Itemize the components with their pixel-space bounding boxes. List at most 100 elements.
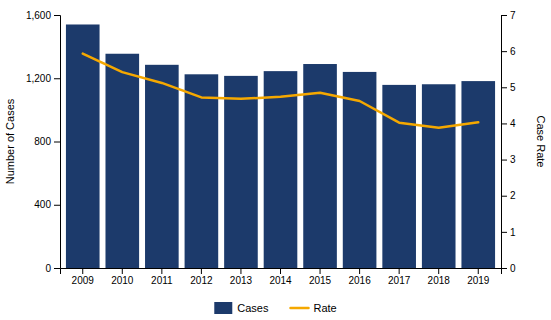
bar (264, 71, 298, 268)
tick-label: 7 (510, 10, 516, 21)
tick: 2018 (428, 268, 451, 286)
tick-label: 2013 (230, 275, 253, 286)
y-axis-title: Number of Cases (4, 98, 16, 184)
tick: 2016 (348, 268, 371, 286)
tick-label: 2010 (111, 275, 134, 286)
tick-mark (54, 15, 60, 16)
legend-label: Cases (237, 302, 269, 314)
axis-line (502, 16, 508, 269)
tick-label: 2014 (269, 275, 292, 286)
tick: 1,600 (26, 10, 60, 21)
tick: 0 (45, 263, 60, 274)
bar (105, 54, 139, 268)
axis-line (61, 269, 502, 275)
tick: 2019 (467, 268, 490, 286)
line (83, 54, 479, 128)
tick-mark (399, 268, 400, 274)
y-axis: 0 400 800 1,200 1,600 (26, 10, 61, 274)
tick: 1 (501, 227, 516, 238)
tick: 2009 (72, 268, 95, 286)
tick: 1,200 (26, 73, 60, 84)
tick-mark (122, 268, 123, 274)
bar (382, 85, 416, 268)
tick-mark (54, 268, 60, 269)
bar (185, 74, 219, 268)
tick: 2013 (230, 268, 253, 286)
tick: 3 (501, 154, 516, 165)
tick-mark (438, 268, 439, 274)
tick-label: 2 (510, 190, 516, 201)
tick-mark (501, 268, 507, 269)
marks (66, 24, 495, 268)
legend: Cases Rate (214, 302, 336, 314)
bar (224, 76, 258, 268)
tick-label: 5 (510, 82, 516, 93)
tick-mark (54, 142, 60, 143)
bar-series (66, 24, 495, 268)
tick-label: 2018 (428, 275, 451, 286)
tick: 5 (501, 82, 516, 93)
plot: 2009201020112012201320142015201620172018… (4, 10, 547, 286)
bar (461, 81, 495, 268)
tick: 0 (501, 263, 516, 274)
tick-label: 3 (510, 154, 516, 165)
legend-item: Rate (290, 302, 336, 314)
legend-swatch (290, 307, 308, 310)
tick-label: 2011 (151, 275, 173, 286)
tick-label: 1,200 (26, 73, 51, 84)
y2-axis-title: Case Rate (535, 116, 547, 168)
tick-mark (501, 196, 507, 197)
x-axis: 2009 2010 2011 2012 2013 2014 2015 2016 2017 2018… (61, 268, 502, 286)
tick-label: 0 (45, 263, 51, 274)
tick-mark (54, 78, 60, 79)
tick-mark (359, 268, 360, 274)
tick-mark (501, 51, 507, 52)
tick: 2011 (151, 268, 173, 286)
tick: 800 (34, 136, 60, 147)
axis-line (54, 16, 61, 269)
tick-label: 2016 (348, 275, 371, 286)
tick-mark (320, 268, 321, 274)
tick-label: 1,600 (26, 10, 51, 21)
tick: 4 (501, 118, 516, 129)
tick-label: 800 (34, 136, 51, 147)
tick-label: 4 (510, 118, 516, 129)
bar (66, 24, 100, 268)
tick-label: 2012 (190, 275, 213, 286)
tick-label: 2009 (72, 275, 95, 286)
tick: 400 (34, 199, 60, 210)
tick-label: 2017 (388, 275, 411, 286)
tick-label: 400 (34, 199, 51, 210)
legend-swatch (214, 302, 232, 314)
tick: 2010 (111, 268, 134, 286)
tick: 6 (501, 46, 516, 57)
tick-label: 0 (510, 263, 516, 274)
legend-label: Rate (313, 302, 336, 314)
tick-mark (240, 268, 241, 274)
chart: 2009201020112012201320142015201620172018… (0, 0, 551, 320)
tick-mark (161, 268, 162, 274)
tick: 2015 (309, 268, 332, 286)
tick-mark (501, 123, 507, 124)
tick: 2017 (388, 268, 411, 286)
y2-axis: 0 1 2 3 4 5 6 7 (501, 10, 516, 274)
tick-label: 1 (510, 227, 516, 238)
tick-label: 2015 (309, 275, 332, 286)
legend-item: Cases (214, 302, 269, 314)
tick-mark (82, 268, 83, 274)
bar (145, 65, 179, 268)
tick-mark (501, 87, 507, 88)
tick-mark (201, 268, 202, 274)
tick-mark (54, 205, 60, 206)
tick-mark (478, 268, 479, 274)
tick-label: 6 (510, 46, 516, 57)
tick: 2 (501, 190, 516, 201)
tick-mark (501, 15, 507, 16)
bar (422, 84, 456, 268)
tick-mark (280, 268, 281, 274)
tick-mark (501, 160, 507, 161)
tick-mark (501, 232, 507, 233)
tick: 2012 (190, 268, 213, 286)
tick-label: 2019 (467, 275, 490, 286)
tick: 2014 (269, 268, 292, 286)
